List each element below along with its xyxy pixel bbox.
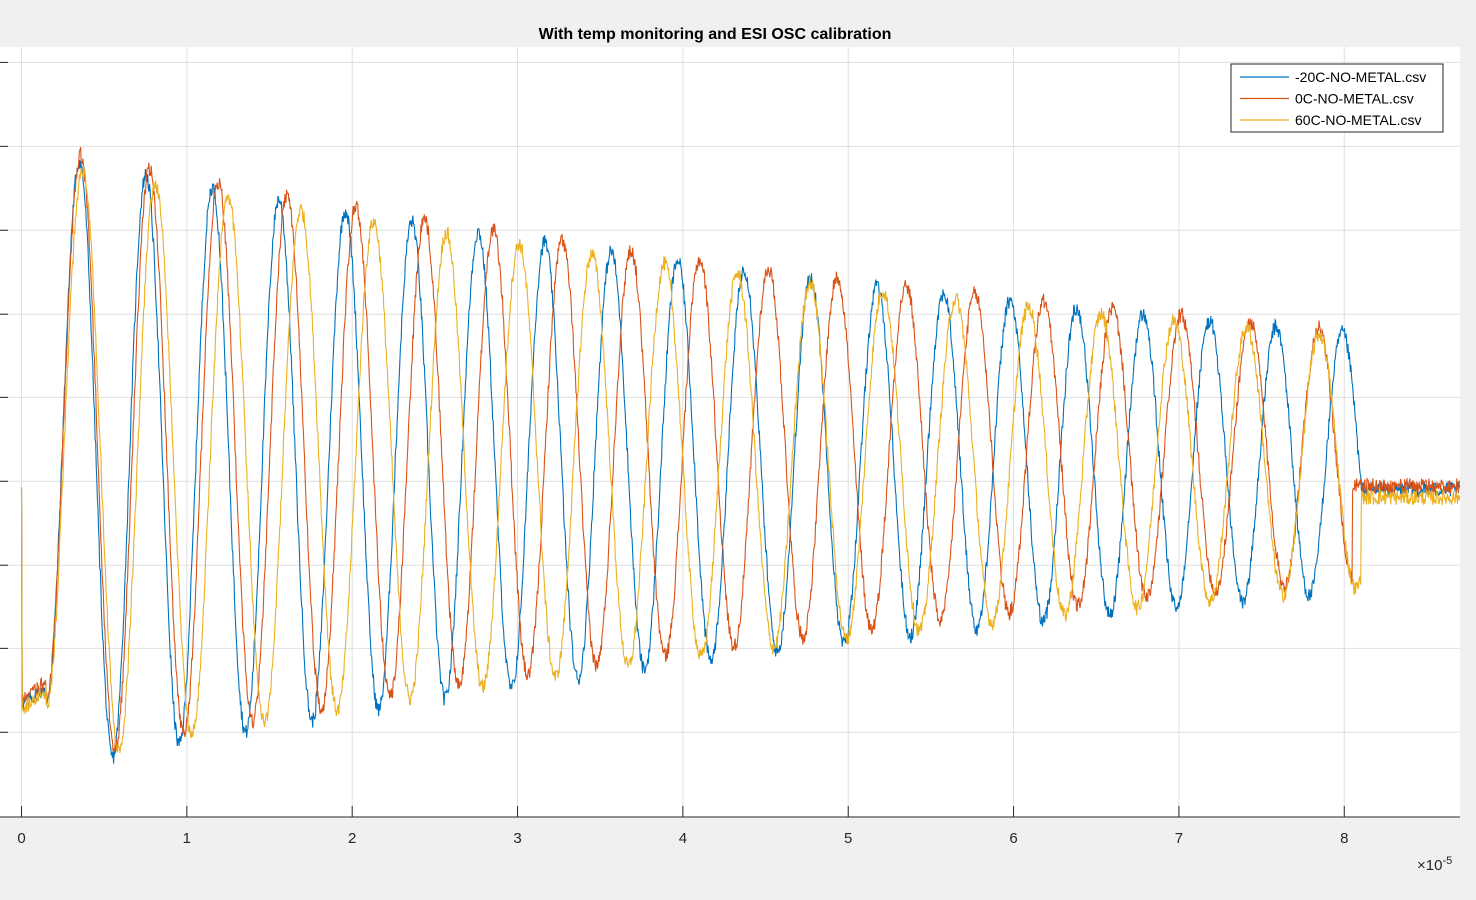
legend-label-0: -20C-NO-METAL.csv xyxy=(1295,69,1426,85)
x-tick-label: 6 xyxy=(1009,830,1017,847)
x-tick-label: 0 xyxy=(17,830,25,847)
x-tick-labels: 0 1 2 3 4 5 6 7 8 xyxy=(17,830,1348,847)
x-tick-label: 3 xyxy=(513,830,521,847)
plot-area xyxy=(0,47,1460,817)
x-tick-label: 7 xyxy=(1175,830,1183,847)
x-ticks xyxy=(0,61,1345,817)
x-tick-label: 1 xyxy=(183,830,191,847)
legend: -20C-NO-METAL.csv 0C-NO-METAL.csv 60C-NO-M… xyxy=(1230,63,1444,133)
series-line-2 xyxy=(20,166,1460,754)
series-layer xyxy=(20,147,1460,764)
x-exponent-power: -5 xyxy=(1442,855,1452,867)
x-tick-label: 5 xyxy=(844,830,852,847)
legend-label-1: 0C-NO-METAL.csv xyxy=(1295,91,1414,107)
chart-title: With temp monitoring and ESI OSC calibra… xyxy=(539,26,892,43)
x-tick-label: 8 xyxy=(1340,830,1348,847)
x-exponent-label: ×10-5 xyxy=(1417,855,1452,874)
legend-label-2: 60C-NO-METAL.csv xyxy=(1295,112,1422,128)
x-tick-label: 4 xyxy=(679,830,687,847)
x-exponent-base: ×10 xyxy=(1417,857,1442,874)
series-line-1 xyxy=(20,147,1460,754)
x-tick-label: 2 xyxy=(348,830,356,847)
